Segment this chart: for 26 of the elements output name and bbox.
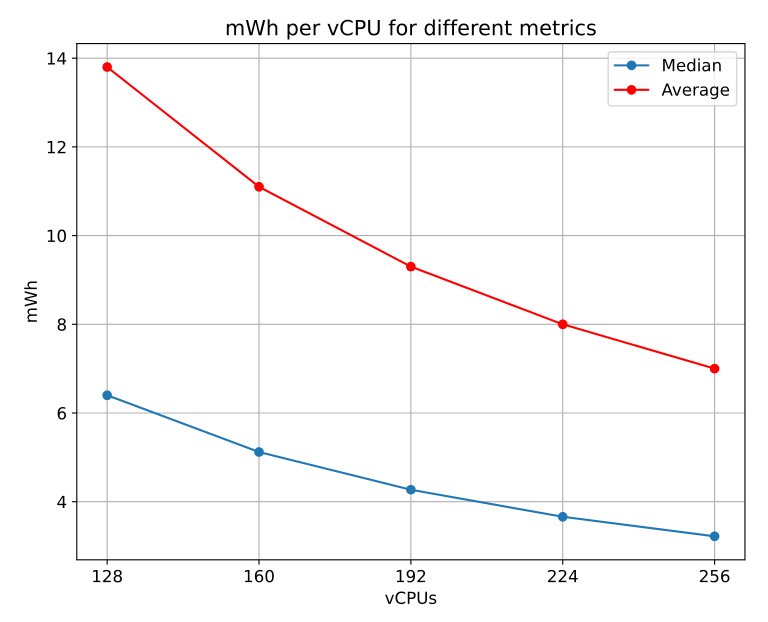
x-tick-label: 256 <box>700 570 730 582</box>
point <box>102 390 112 400</box>
y-axis-title: mWh <box>24 281 37 322</box>
x-tick-label: 224 <box>548 570 578 582</box>
point <box>406 484 416 495</box>
x-tick-label: 192 <box>396 570 426 582</box>
point <box>558 319 568 330</box>
point <box>406 262 416 272</box>
point <box>710 364 720 374</box>
legend-label: Median <box>663 58 721 72</box>
y-tick-label: 10 <box>48 230 66 242</box>
point <box>558 512 568 522</box>
y-tick-label: 6 <box>58 406 66 420</box>
y-tick-label: 12 <box>48 140 66 154</box>
chart-title: mWh per vCPU for different metrics <box>226 19 596 40</box>
x-tick-label: 128 <box>93 570 122 582</box>
y-tick-label: 14 <box>48 52 66 65</box>
y-tick-label: 8 <box>58 318 66 331</box>
x-tick-label: 160 <box>244 570 274 582</box>
y-tick-label: 4 <box>57 496 66 508</box>
point <box>254 447 264 457</box>
x-axis-title: vCPUs <box>385 592 436 604</box>
point <box>710 531 720 542</box>
point <box>254 182 264 192</box>
point <box>102 62 112 72</box>
legend-label: Average <box>662 84 730 100</box>
